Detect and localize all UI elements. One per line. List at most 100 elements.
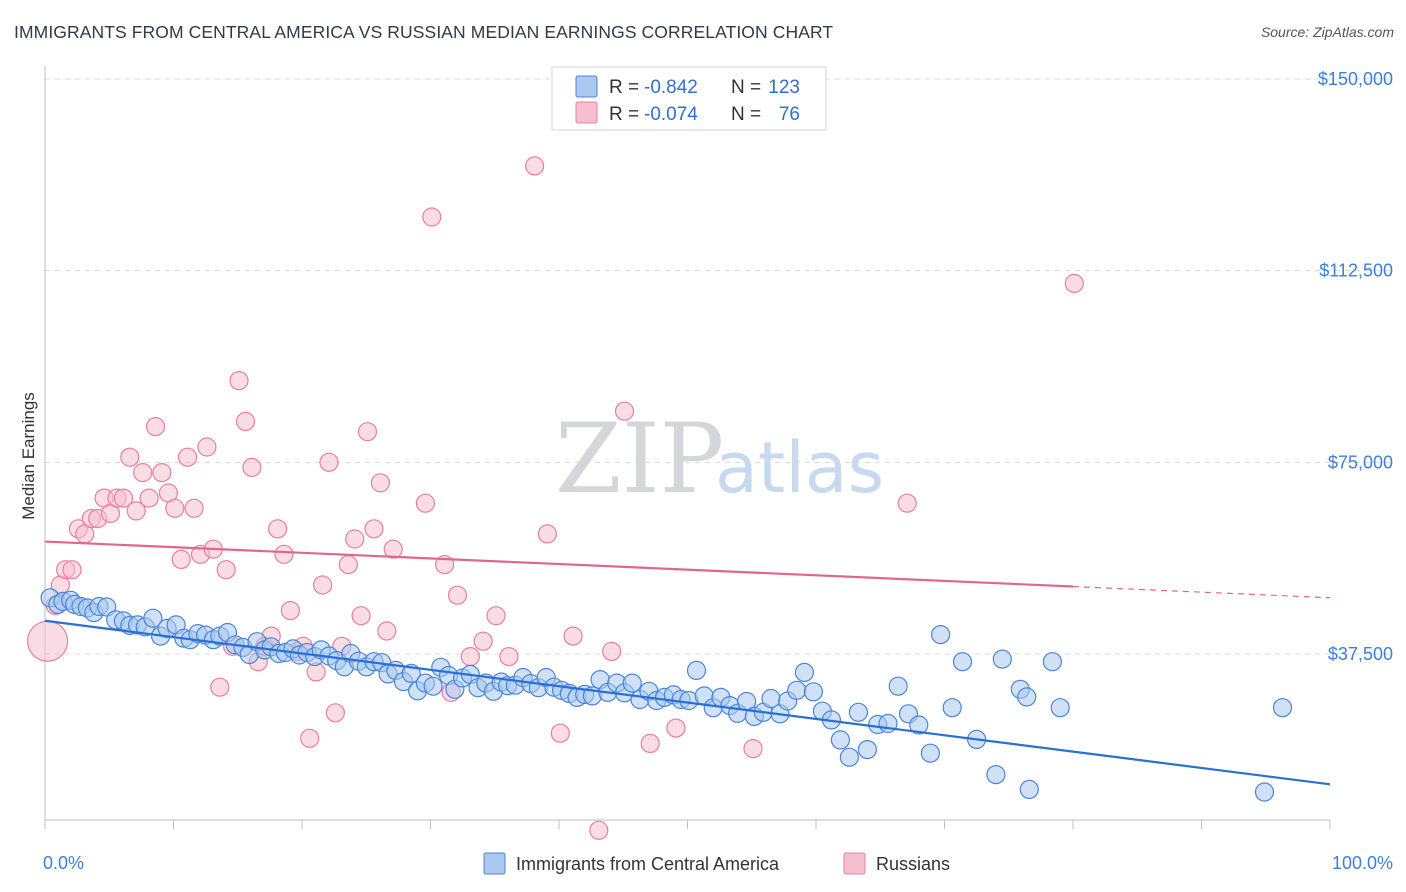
russian-point-44 — [319, 452, 339, 472]
central-america-point-118 — [986, 764, 1006, 785]
central-america-point-114 — [930, 624, 951, 645]
russian-point-61 — [473, 631, 493, 651]
russian-point-51 — [364, 519, 384, 539]
russian-point-48 — [345, 529, 365, 549]
russian-point-43 — [313, 575, 333, 595]
y-tick-label-2: $112,500 — [1319, 261, 1393, 281]
central-america-point-121 — [1017, 687, 1037, 707]
watermark-zip: ZIP — [555, 403, 724, 515]
russian-point-18 — [152, 463, 172, 483]
central-america-point-123 — [1042, 652, 1063, 672]
legend-r-label-2: R = — [609, 104, 639, 125]
central-america-point-107 — [857, 739, 878, 760]
y-axis-label: Median Earnings — [19, 392, 38, 520]
russian-point-12 — [113, 488, 134, 508]
russian-point-21 — [171, 549, 191, 570]
russian-point-22 — [178, 447, 198, 467]
legend-swatch-blue — [575, 75, 598, 98]
bottom-legend-swatch-blue — [483, 852, 506, 875]
legend-r-value-1: -0.842 — [644, 77, 698, 98]
russian-point-60 — [460, 646, 480, 667]
central-america-point-116 — [952, 652, 973, 672]
y-tick-labels: $37,500 $75,000 $112,500 $150,000 — [1318, 69, 1393, 664]
russian-point-32 — [242, 457, 262, 477]
source-credit: Source: ZipAtlas.com — [1260, 24, 1394, 40]
russian-point-66 — [550, 723, 570, 743]
central-america-point-105 — [839, 747, 860, 767]
central-america-point-124 — [1050, 698, 1070, 718]
central-america-point-101 — [803, 682, 824, 702]
russian-point-25 — [197, 437, 217, 457]
central-america-point-104 — [830, 730, 851, 750]
trend-central-america — [44, 619, 1331, 786]
russian-point-28 — [216, 560, 236, 580]
legend-box — [551, 66, 827, 131]
chart-title: IMMIGRANTS FROM CENTRAL AMERICA VS RUSSI… — [14, 22, 834, 42]
series-russians — [26, 156, 1084, 840]
russian-point-74 — [897, 493, 917, 513]
central-america-point-106 — [848, 702, 869, 722]
russian-point-65 — [537, 524, 558, 544]
correlation-legend: R = -0.842 N = 123 R = -0.074 N = 76 — [551, 66, 827, 131]
russian-point-63 — [499, 646, 519, 667]
legend-r-value-2: -0.074 — [644, 104, 698, 125]
russian-point-47 — [338, 554, 358, 575]
russian-point-69 — [602, 641, 622, 662]
central-america-point-113 — [920, 743, 941, 763]
russian-point-72 — [666, 718, 686, 738]
central-america-point-79 — [622, 673, 642, 693]
russian-point-31 — [235, 411, 256, 431]
central-america-point-87 — [686, 660, 707, 681]
russian-point-59 — [447, 585, 468, 605]
central-america-point-100 — [794, 662, 815, 683]
russian-point-37 — [274, 544, 294, 564]
bottom-legend-label-russians: Russians — [876, 854, 950, 874]
trend-russians — [44, 540, 1074, 588]
russian-point-27 — [210, 677, 230, 697]
russian-point-4 — [62, 560, 82, 580]
central-america-point-112 — [909, 715, 929, 735]
central-america-point-99 — [787, 680, 807, 700]
russian-point-38 — [280, 600, 300, 621]
russian-point-45 — [325, 703, 345, 723]
russian-point-75 — [1064, 273, 1084, 293]
russian-point-36 — [268, 519, 288, 539]
legend-n-label-1: N = — [731, 77, 761, 98]
russian-point-71 — [640, 733, 660, 754]
russian-point-73 — [743, 738, 763, 759]
y-tick-label-1: $75,000 — [1328, 452, 1393, 472]
trend-lines — [44, 540, 1331, 786]
russian-point-53 — [377, 621, 397, 641]
bottom-legend-swatch-pink — [843, 852, 866, 875]
y-tick-label-3: $150,000 — [1318, 69, 1393, 89]
legend-n-value-1: 123 — [768, 77, 800, 98]
russian-point-56 — [422, 207, 442, 227]
trend-russians-extrapolated — [1072, 585, 1331, 599]
legend-swatch-pink — [575, 101, 598, 124]
watermark-atlas: atlas — [715, 427, 884, 509]
russian-point-30 — [229, 371, 249, 391]
russian-point-67 — [563, 626, 583, 646]
russian-point-55 — [415, 493, 435, 513]
gridlines — [45, 78, 1393, 655]
central-america-point-122 — [1019, 779, 1039, 800]
russian-point-0 — [26, 620, 69, 662]
russian-point-70 — [614, 401, 635, 421]
legend-n-label-2: N = — [731, 104, 761, 125]
central-america-point-15 — [143, 608, 163, 628]
russian-point-64 — [524, 156, 545, 176]
central-america-point-125 — [1254, 782, 1275, 802]
russian-point-15 — [133, 463, 153, 483]
y-tick-label-0: $37,500 — [1328, 644, 1393, 664]
russian-point-23 — [184, 498, 204, 518]
russian-point-16 — [139, 488, 159, 508]
russian-point-52 — [370, 473, 390, 493]
central-america-point-53 — [423, 676, 443, 696]
russian-point-68 — [589, 820, 609, 840]
central-america-point-119 — [992, 649, 1012, 669]
russian-point-62 — [486, 606, 506, 626]
russian-point-41 — [300, 728, 320, 748]
bottom-legend-label-central-america: Immigrants from Central America — [516, 854, 780, 874]
central-america-point-126 — [1272, 698, 1293, 718]
